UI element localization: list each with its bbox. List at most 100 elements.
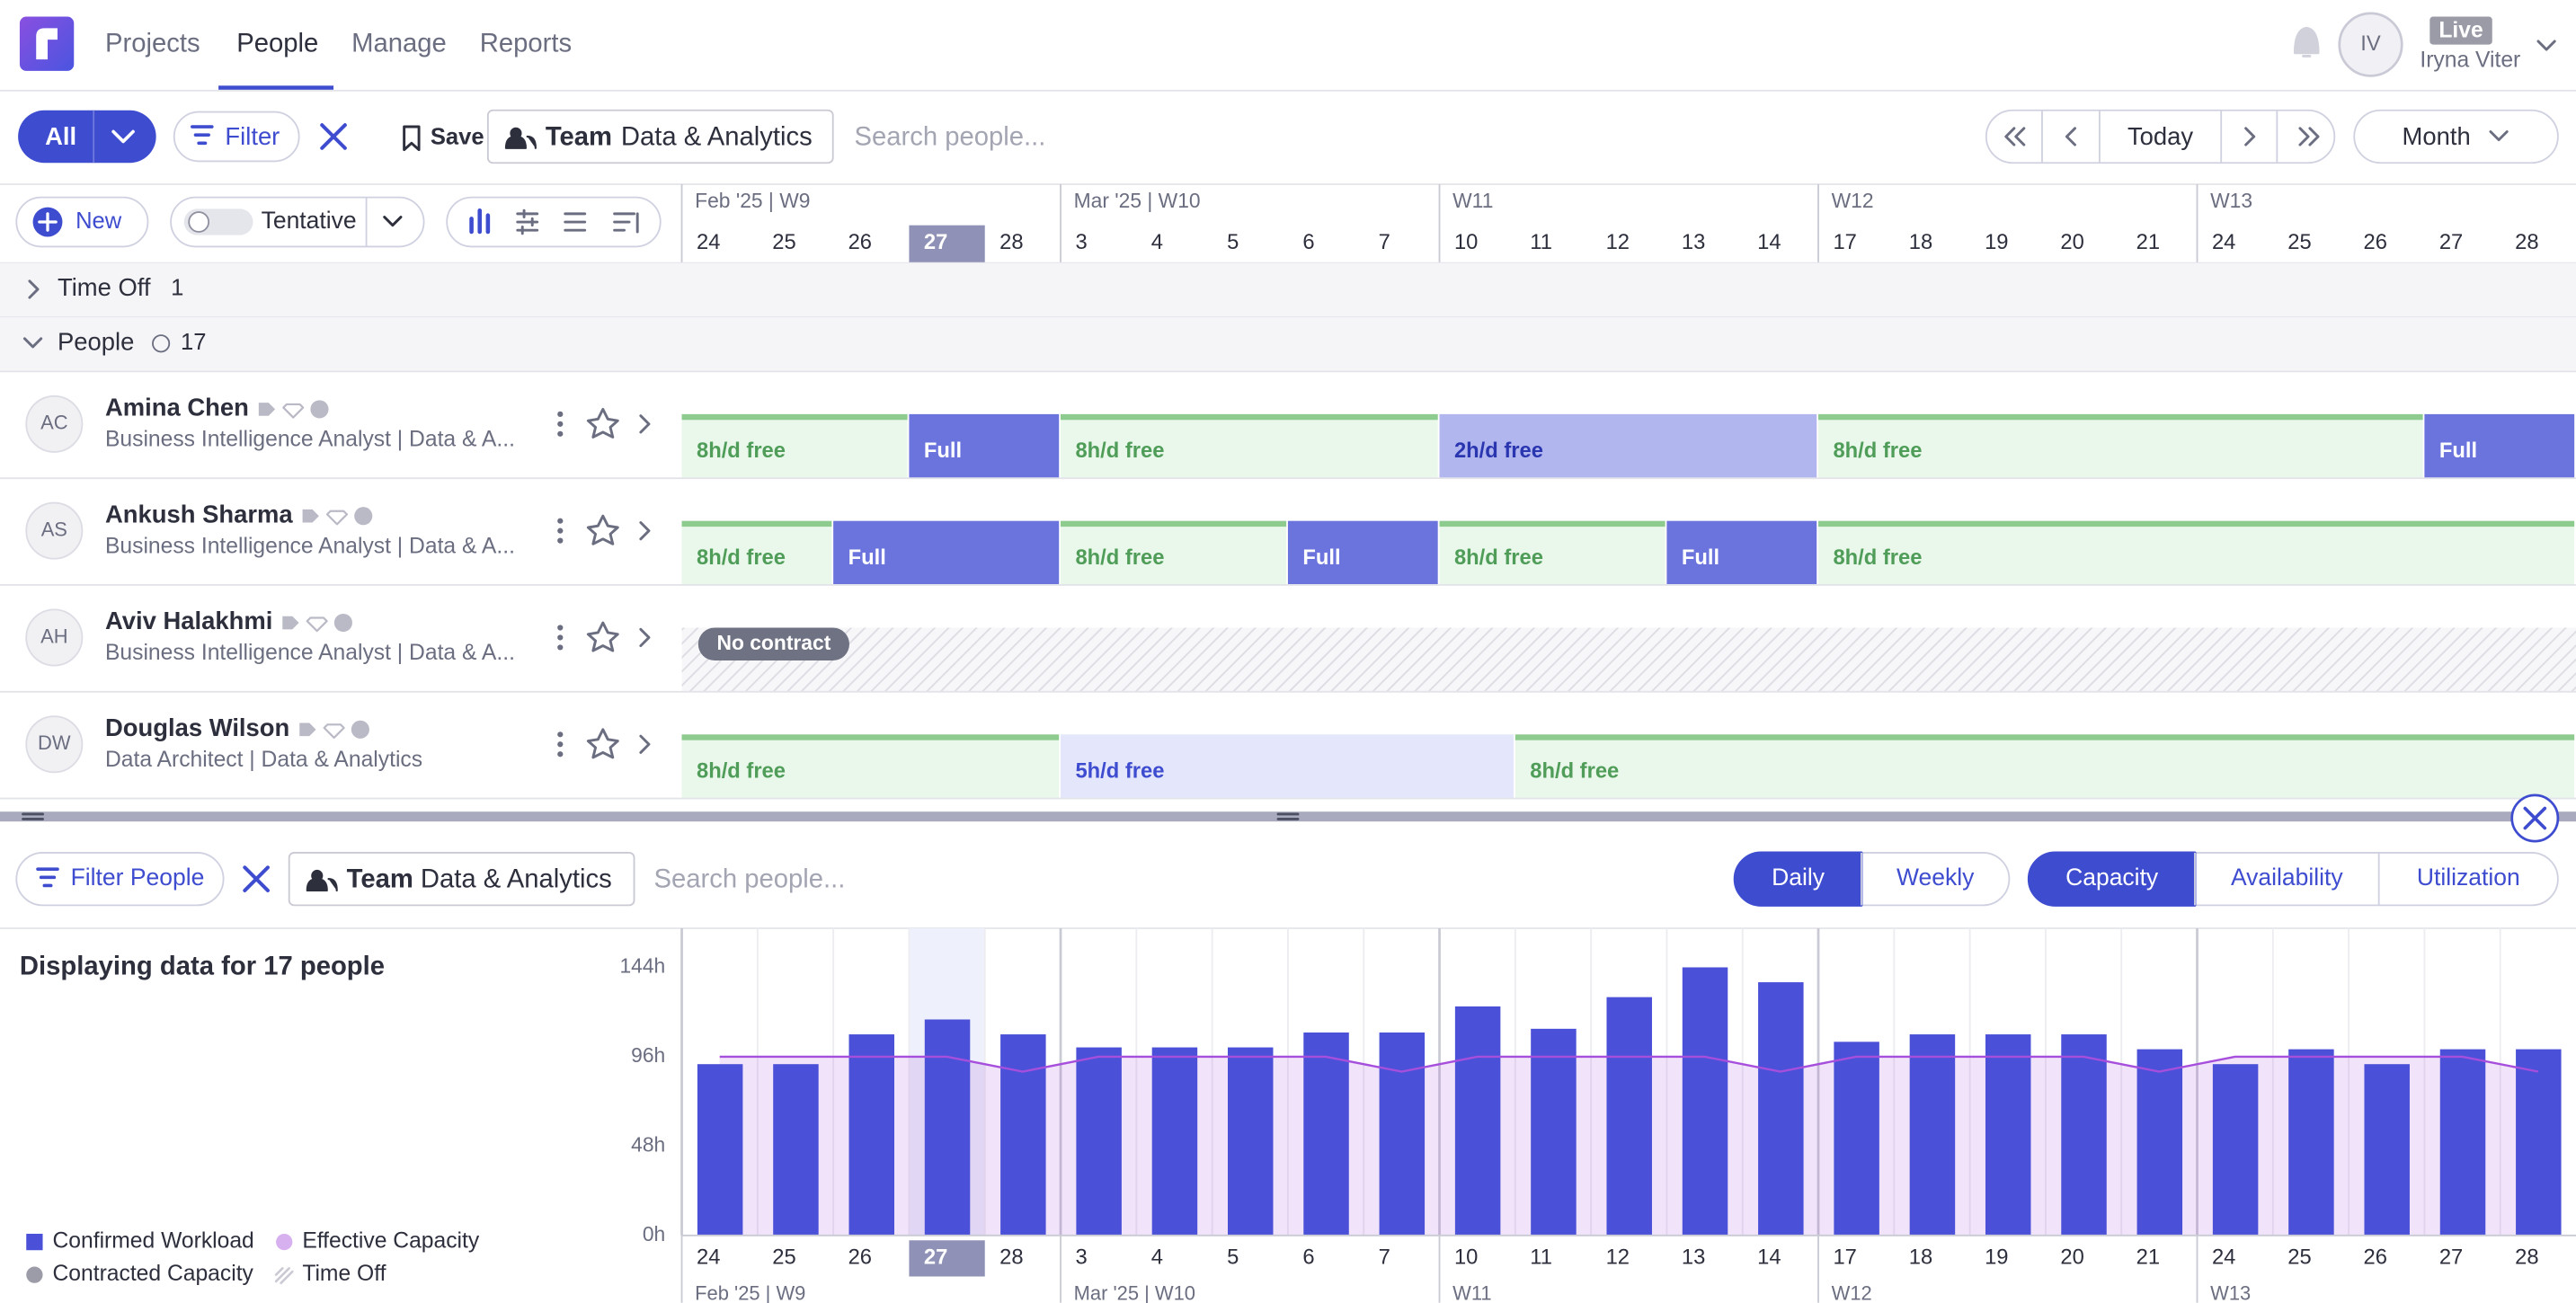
team-label: Team — [546, 123, 612, 152]
booking-label: Full — [848, 545, 886, 570]
more-dot — [557, 634, 563, 640]
booking-label: 8h/d free — [1454, 545, 1543, 570]
bar — [1985, 1034, 2030, 1236]
day-label: 11 — [1530, 230, 1552, 254]
save-button[interactable]: Save — [431, 125, 484, 150]
y-tick-label: 0h — [643, 1222, 665, 1245]
summary: Displaying data for 17 people — [20, 953, 385, 981]
week-label: Mar '25 | W10 — [1074, 1281, 1195, 1303]
person-initials: DW — [38, 731, 71, 754]
x-tick-label: 28 — [2515, 1245, 2538, 1270]
info-icon — [334, 614, 352, 632]
legend — [10, 1210, 591, 1302]
legend-label: Contracted Capacity — [52, 1262, 253, 1286]
section-label: People — [58, 328, 134, 356]
day-label: 26 — [848, 230, 872, 254]
y-tick-label: 96h — [631, 1043, 665, 1067]
info-icon — [351, 721, 369, 739]
tag-icon — [299, 723, 315, 737]
week-label: W13 — [2210, 1281, 2251, 1303]
booking-label: 8h/d free — [697, 439, 786, 463]
x-tick-label: 10 — [1454, 1245, 1478, 1270]
legend-label: Time Off — [302, 1262, 386, 1286]
booking-stripe — [1818, 521, 2574, 527]
x-tick-label: 11 — [1530, 1245, 1552, 1270]
section-row[interactable] — [0, 317, 2576, 371]
week-label: Mar '25 | W10 — [1074, 189, 1201, 212]
favorite-star[interactable] — [588, 623, 617, 651]
segment-label[interactable]: Utilization — [2417, 864, 2520, 891]
booking-label: 8h/d free — [1075, 439, 1164, 463]
nav-tab[interactable]: Reports — [480, 29, 572, 58]
day-label: 28 — [999, 230, 1023, 254]
bar — [2061, 1034, 2106, 1236]
favorite-star[interactable] — [588, 409, 617, 437]
booking-label: 8h/d free — [697, 759, 786, 784]
person-name[interactable]: Douglas Wilson — [105, 714, 289, 741]
more-dot — [557, 528, 563, 534]
search-input[interactable]: Search people... — [653, 865, 845, 894]
person-name[interactable]: Ankush Sharma — [105, 500, 293, 527]
day-label: 27 — [2439, 230, 2463, 254]
bar — [1531, 1029, 1576, 1236]
segment-label[interactable]: Weekly — [1896, 864, 1975, 891]
tag-icon — [259, 403, 275, 416]
y-tick-label: 48h — [631, 1132, 665, 1156]
day-label: 25 — [2287, 230, 2311, 254]
bar — [1606, 997, 1651, 1236]
segment-label[interactable]: Daily — [1772, 864, 1825, 891]
section-row[interactable] — [0, 263, 2576, 317]
booking-stripe — [1061, 414, 1438, 420]
more-dot — [557, 644, 563, 650]
x-tick-label: 14 — [1757, 1245, 1781, 1270]
day-label: 12 — [1606, 230, 1630, 254]
tag-icon — [303, 510, 319, 523]
x-tick-label: 7 — [1379, 1245, 1390, 1270]
day-label: 24 — [2212, 230, 2235, 254]
booking-label: Full — [1302, 545, 1340, 570]
day-label: 5 — [1227, 230, 1239, 254]
more-dot — [557, 519, 563, 524]
bar — [1152, 1048, 1197, 1236]
bar — [925, 1019, 970, 1235]
segment-label[interactable]: Availability — [2231, 864, 2343, 891]
more-dot — [557, 625, 563, 630]
period-label: Month — [2403, 122, 2471, 150]
more-dot — [557, 421, 563, 427]
x-tick-label: 28 — [999, 1245, 1023, 1270]
more-dot — [557, 741, 563, 747]
booking-stripe — [682, 414, 908, 420]
person-role: Data Architect | Data & Analytics — [105, 748, 422, 772]
search-input[interactable]: Search people... — [854, 123, 1045, 152]
booking-stripe — [1818, 414, 2423, 420]
nav-tab[interactable]: Manage — [351, 29, 447, 58]
day-label: 17 — [1833, 230, 1856, 254]
x-tick-label: 19 — [1985, 1245, 2008, 1270]
view-selector[interactable] — [18, 111, 156, 163]
booking[interactable] — [1818, 521, 2574, 585]
bar — [2516, 1050, 2561, 1236]
section-count: 1 — [171, 276, 183, 301]
x-tick-label: 6 — [1302, 1245, 1314, 1270]
x-tick-label: 24 — [697, 1245, 720, 1270]
day-label: 24 — [697, 230, 720, 254]
person-name[interactable]: Amina Chen — [105, 394, 249, 421]
person-name[interactable]: Aviv Halakhmi — [105, 607, 272, 634]
y-tick-label: 144h — [619, 954, 665, 978]
nav-tab[interactable]: Projects — [105, 29, 200, 58]
nav-tab[interactable]: People — [236, 29, 318, 58]
segment-label[interactable]: Capacity — [2065, 864, 2159, 891]
booking[interactable] — [1515, 734, 2574, 798]
view-label: All — [45, 122, 76, 150]
info-icon — [310, 400, 328, 418]
favorite-star[interactable] — [588, 516, 617, 544]
day-label: 26 — [2364, 230, 2387, 254]
x-tick-label: 26 — [848, 1245, 872, 1270]
status-label: Live — [2438, 19, 2483, 43]
today-button[interactable]: Today — [2127, 122, 2193, 150]
favorite-star[interactable] — [588, 730, 617, 758]
bar — [2440, 1050, 2485, 1236]
day-label: 4 — [1151, 230, 1163, 254]
x-tick-label: 5 — [1227, 1245, 1239, 1270]
